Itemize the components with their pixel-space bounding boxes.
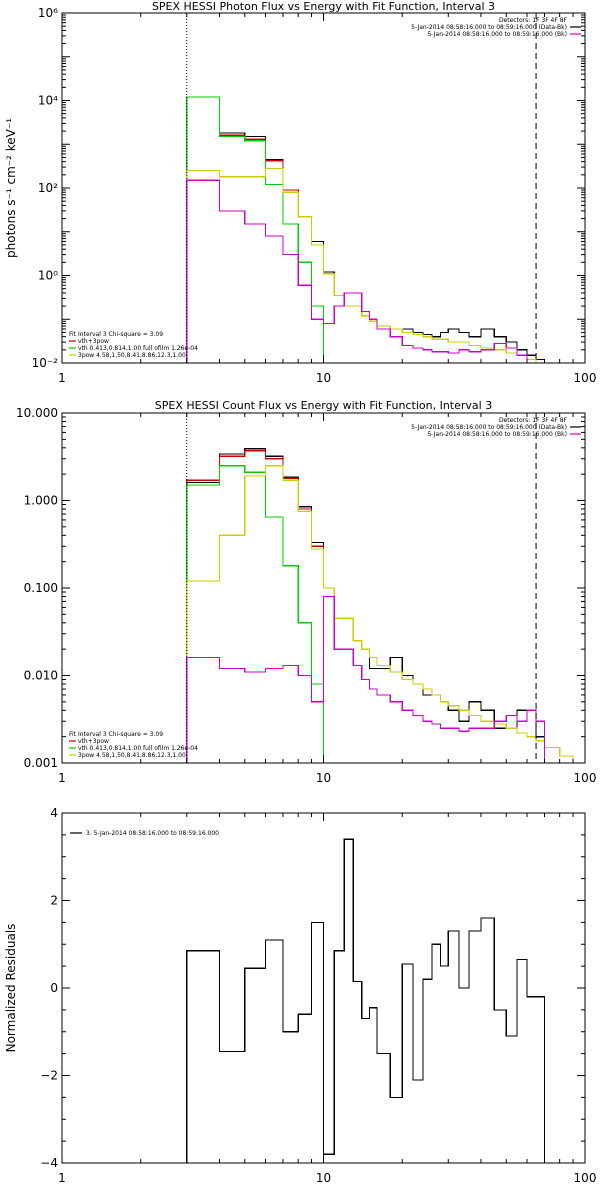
legend-top-right-text: Detectors: 1F 3F 4F 8F: [499, 17, 568, 24]
y-tick-label: 4: [50, 806, 58, 820]
x-tick-label: 100: [574, 1171, 597, 1185]
chart-title: SPEX HESSI Photon Flux vs Energy with Fi…: [152, 0, 495, 13]
series-line-vth: [186, 96, 335, 363]
y-tick-label: −2: [40, 1069, 58, 1083]
series-line-vth-3pow: [186, 450, 546, 763]
legend-top-right-text: 5-Jan-2014 08:58:16.000 to 08:59:16.000 …: [427, 31, 567, 38]
x-tick-label: 1: [58, 771, 66, 785]
y-tick-label: −4: [40, 1156, 58, 1170]
series-line-data-bk: [186, 448, 546, 763]
y-tick-label: 0: [50, 981, 58, 995]
x-tick-label: 10: [316, 1171, 331, 1185]
series-line-bk: [186, 179, 545, 363]
chart-panel-1: SPEX HESSI Photon Flux vs Energy with Fi…: [4, 0, 596, 385]
x-tick-label: 10: [316, 771, 331, 785]
series-line-vth: [186, 465, 335, 763]
y-tick-label: 2: [50, 894, 58, 908]
y-axis-label: photons s⁻¹ cm⁻² keV⁻¹: [4, 118, 18, 258]
legend-top-right-text: 5-Jan-2014 08:58:16.000 to 08:59:16.000 …: [411, 24, 567, 31]
series-line-residuals: [186, 838, 546, 1163]
y-tick-label: 0.010: [24, 669, 58, 683]
y-tick-label: 10⁰: [38, 269, 58, 283]
legend-bottom-left-text: Fit Interval 3 Chi-square = 3.09: [69, 731, 163, 738]
legend-top-right-text: Detectors: 1F 3F 4F 8F: [499, 417, 568, 424]
y-tick-label: 0.100: [24, 581, 58, 595]
legend-bottom-left-text: Fit Interval 3 Chi-square = 3.09: [69, 331, 163, 338]
y-axis-label: Normalized Residuals: [4, 924, 18, 1053]
y-tick-label: 0.001: [24, 756, 58, 770]
legend-top-right-text: 5-Jan-2014 08:58:16.000 to 08:59:16.000 …: [427, 431, 567, 438]
x-tick-label: 1: [58, 371, 66, 385]
legend-bottom-left-text: vth+3pow: [78, 738, 109, 745]
legend-bottom-left-text: vth 0.413,0.814,1.00 full ofilm 1.26e-04: [78, 745, 198, 752]
y-tick-label: 10⁻²: [32, 356, 59, 370]
y-tick-label: 10⁶: [38, 6, 58, 20]
x-tick-label: 10: [316, 371, 331, 385]
x-tick-label: 1: [58, 1171, 66, 1185]
series-line-3pow: [186, 465, 585, 763]
legend-bottom-left-text: vth+3pow: [78, 338, 109, 345]
y-tick-label: 1.000: [24, 494, 58, 508]
series-line-3pow: [186, 167, 545, 363]
legend-top-left-text: 3. 5-Jan-2014 08:58:16.000 to 08:59:16.0…: [86, 830, 219, 837]
series-line-bk: [186, 595, 546, 763]
x-tick-label: 100: [574, 371, 597, 385]
legend-bottom-left-text: 3pow 4.58,1.50,8.41,8.86,12.3,1.00: [78, 752, 186, 759]
chart-title: SPEX HESSI Count Flux vs Energy with Fit…: [155, 399, 492, 412]
y-tick-label: 10²: [38, 181, 58, 195]
x-tick-label: 100: [574, 771, 597, 785]
legend-top-right-text: 5-Jan-2014 08:58:16.000 to 08:59:16.000 …: [411, 424, 567, 431]
legend-bottom-left-text: 3pow 4.58,1.50,8.41,8.86,12.3,1.00: [78, 352, 186, 359]
chart-panel-3: 1 10 100 −4 −2 0 2 4 Normalized Residuals 3. 5-Ja…: [4, 806, 596, 1185]
y-tick-label: 10⁴: [38, 94, 58, 108]
y-tick-label: 10.000: [16, 406, 58, 420]
legend-bottom-left-text: vth 0.413,0.814,1.00 full ofilm 1.26e-04: [78, 345, 198, 352]
chart-panel-2: SPEX HESSI Count Flux vs Energy with Fit…: [16, 399, 596, 785]
